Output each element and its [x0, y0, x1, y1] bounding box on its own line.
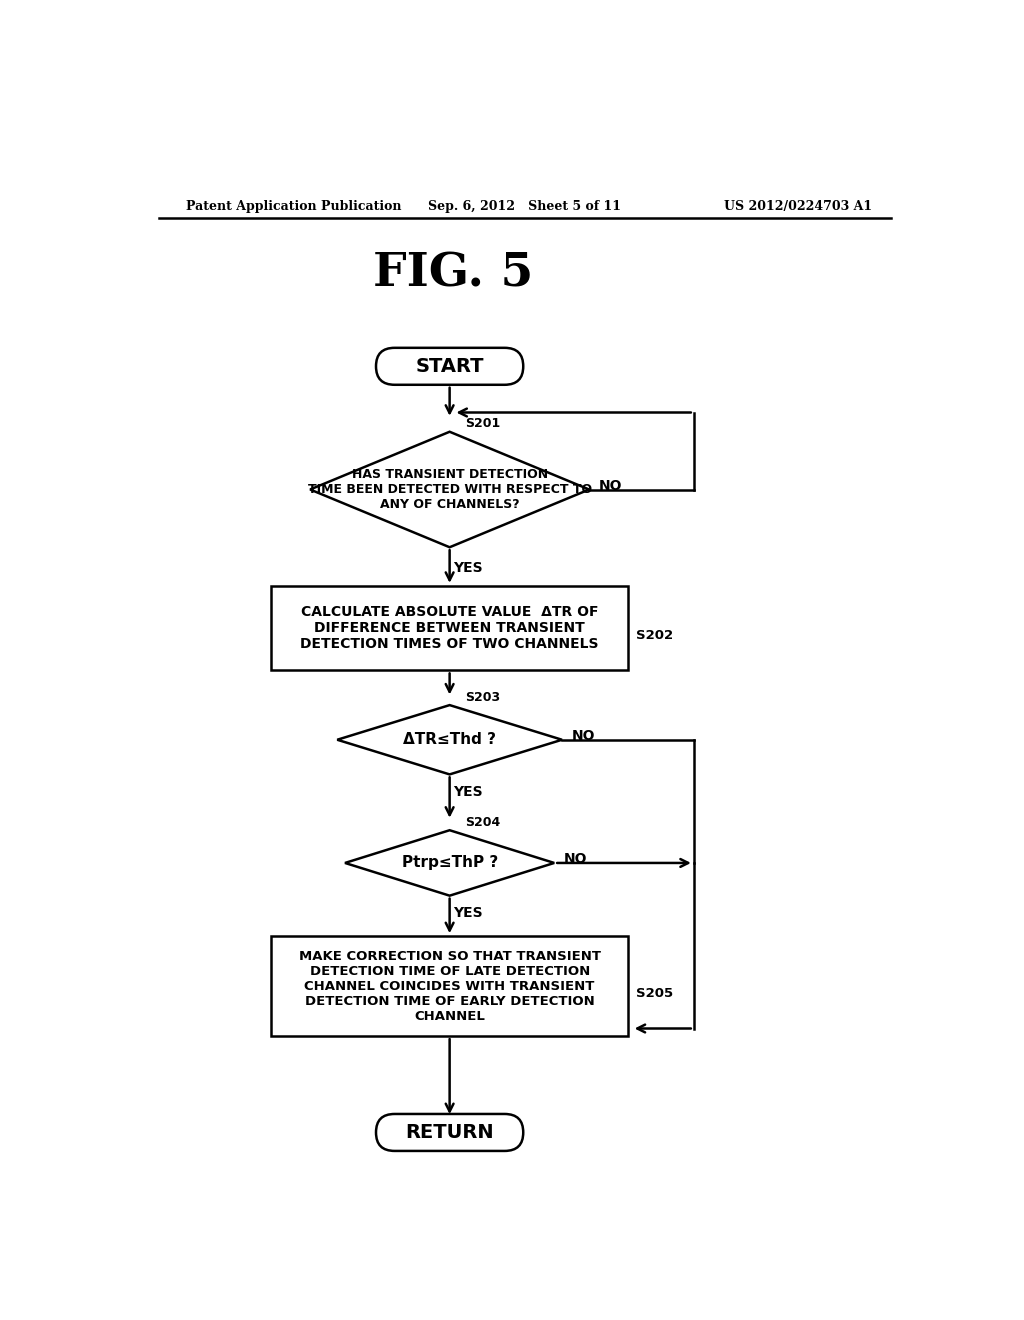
Polygon shape [345, 830, 554, 896]
Text: YES: YES [454, 561, 483, 576]
Text: S202: S202 [636, 630, 673, 643]
Text: NO: NO [563, 853, 587, 866]
Text: S201: S201 [465, 417, 501, 430]
Text: S204: S204 [465, 816, 501, 829]
Text: Sep. 6, 2012   Sheet 5 of 11: Sep. 6, 2012 Sheet 5 of 11 [428, 199, 622, 213]
Text: ΔTR≤Thd ?: ΔTR≤Thd ? [403, 733, 496, 747]
Bar [271, 936, 628, 1036]
Text: HAS TRANSIENT DETECTION
TIME BEEN DETECTED WITH RESPECT TO
ANY OF CHANNELS?: HAS TRANSIENT DETECTION TIME BEEN DETECT… [307, 469, 592, 511]
Text: S203: S203 [465, 690, 501, 704]
Text: CALCULATE ABSOLUTE VALUE  ΔTR OF
DIFFERENCE BETWEEN TRANSIENT
DETECTION TIMES OF: CALCULATE ABSOLUTE VALUE ΔTR OF DIFFEREN… [300, 605, 599, 651]
FancyBboxPatch shape [376, 348, 523, 385]
Text: Ptrp≤ThP ?: Ptrp≤ThP ? [401, 855, 498, 870]
Text: S205: S205 [636, 987, 673, 1001]
Bar [271, 586, 628, 671]
Text: YES: YES [454, 785, 483, 799]
Text: Patent Application Publication: Patent Application Publication [186, 199, 401, 213]
Polygon shape [337, 705, 562, 775]
Text: NO: NO [571, 729, 595, 743]
Text: YES: YES [454, 907, 483, 920]
Text: START: START [416, 356, 484, 376]
FancyBboxPatch shape [376, 1114, 523, 1151]
Polygon shape [310, 432, 589, 548]
Text: NO: NO [598, 479, 622, 492]
Text: FIG. 5: FIG. 5 [374, 251, 534, 297]
Text: MAKE CORRECTION SO THAT TRANSIENT
DETECTION TIME OF LATE DETECTION
CHANNEL COINC: MAKE CORRECTION SO THAT TRANSIENT DETECT… [299, 949, 601, 1023]
Text: US 2012/0224703 A1: US 2012/0224703 A1 [724, 199, 872, 213]
Text: RETURN: RETURN [406, 1123, 494, 1142]
